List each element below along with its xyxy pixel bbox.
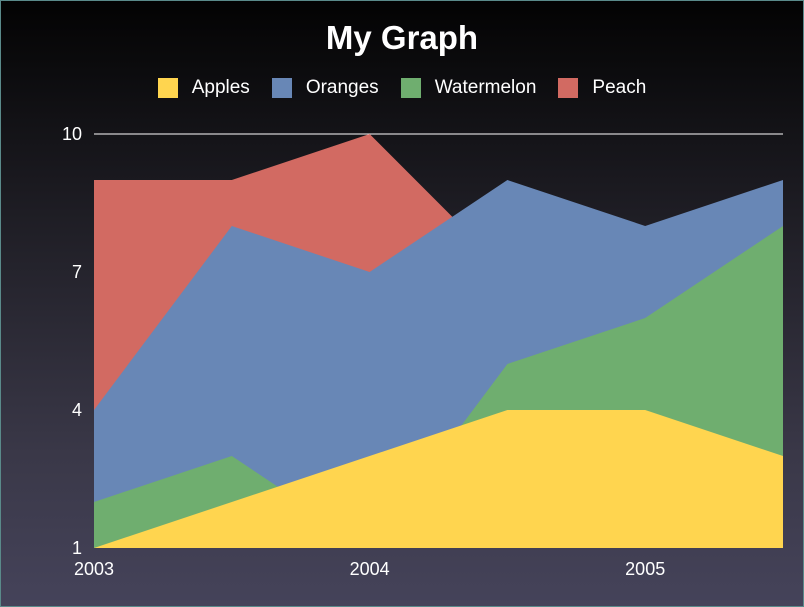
y-tick-label: 4	[72, 400, 82, 420]
legend-label-watermelon: Watermelon	[434, 77, 537, 98]
x-tick-label: 2003	[74, 559, 114, 579]
chart-title: My Graph	[325, 19, 479, 56]
y-tick-label: 7	[72, 262, 82, 282]
y-tick-label: 1	[72, 538, 82, 558]
x-tick-label: 2005	[625, 559, 665, 579]
legend-item-apples: Apples	[157, 77, 250, 99]
chart-legend: Apples Oranges Watermelon Peach	[1, 77, 803, 99]
legend-swatch-watermelon	[400, 78, 421, 98]
legend-swatch-apples	[157, 78, 178, 98]
legend-item-watermelon: Watermelon	[400, 77, 537, 99]
legend-label-peach: Peach	[592, 77, 647, 98]
legend-swatch-oranges	[271, 78, 292, 98]
legend-label-apples: Apples	[191, 77, 250, 98]
y-tick-label: 10	[62, 124, 82, 144]
area-apples	[94, 410, 783, 548]
legend-label-oranges: Oranges	[305, 77, 379, 98]
legend-item-peach: Peach	[558, 77, 646, 99]
legend-swatch-peach	[558, 78, 579, 98]
x-tick-label: 2004	[350, 559, 390, 579]
legend-item-oranges: Oranges	[271, 77, 379, 99]
